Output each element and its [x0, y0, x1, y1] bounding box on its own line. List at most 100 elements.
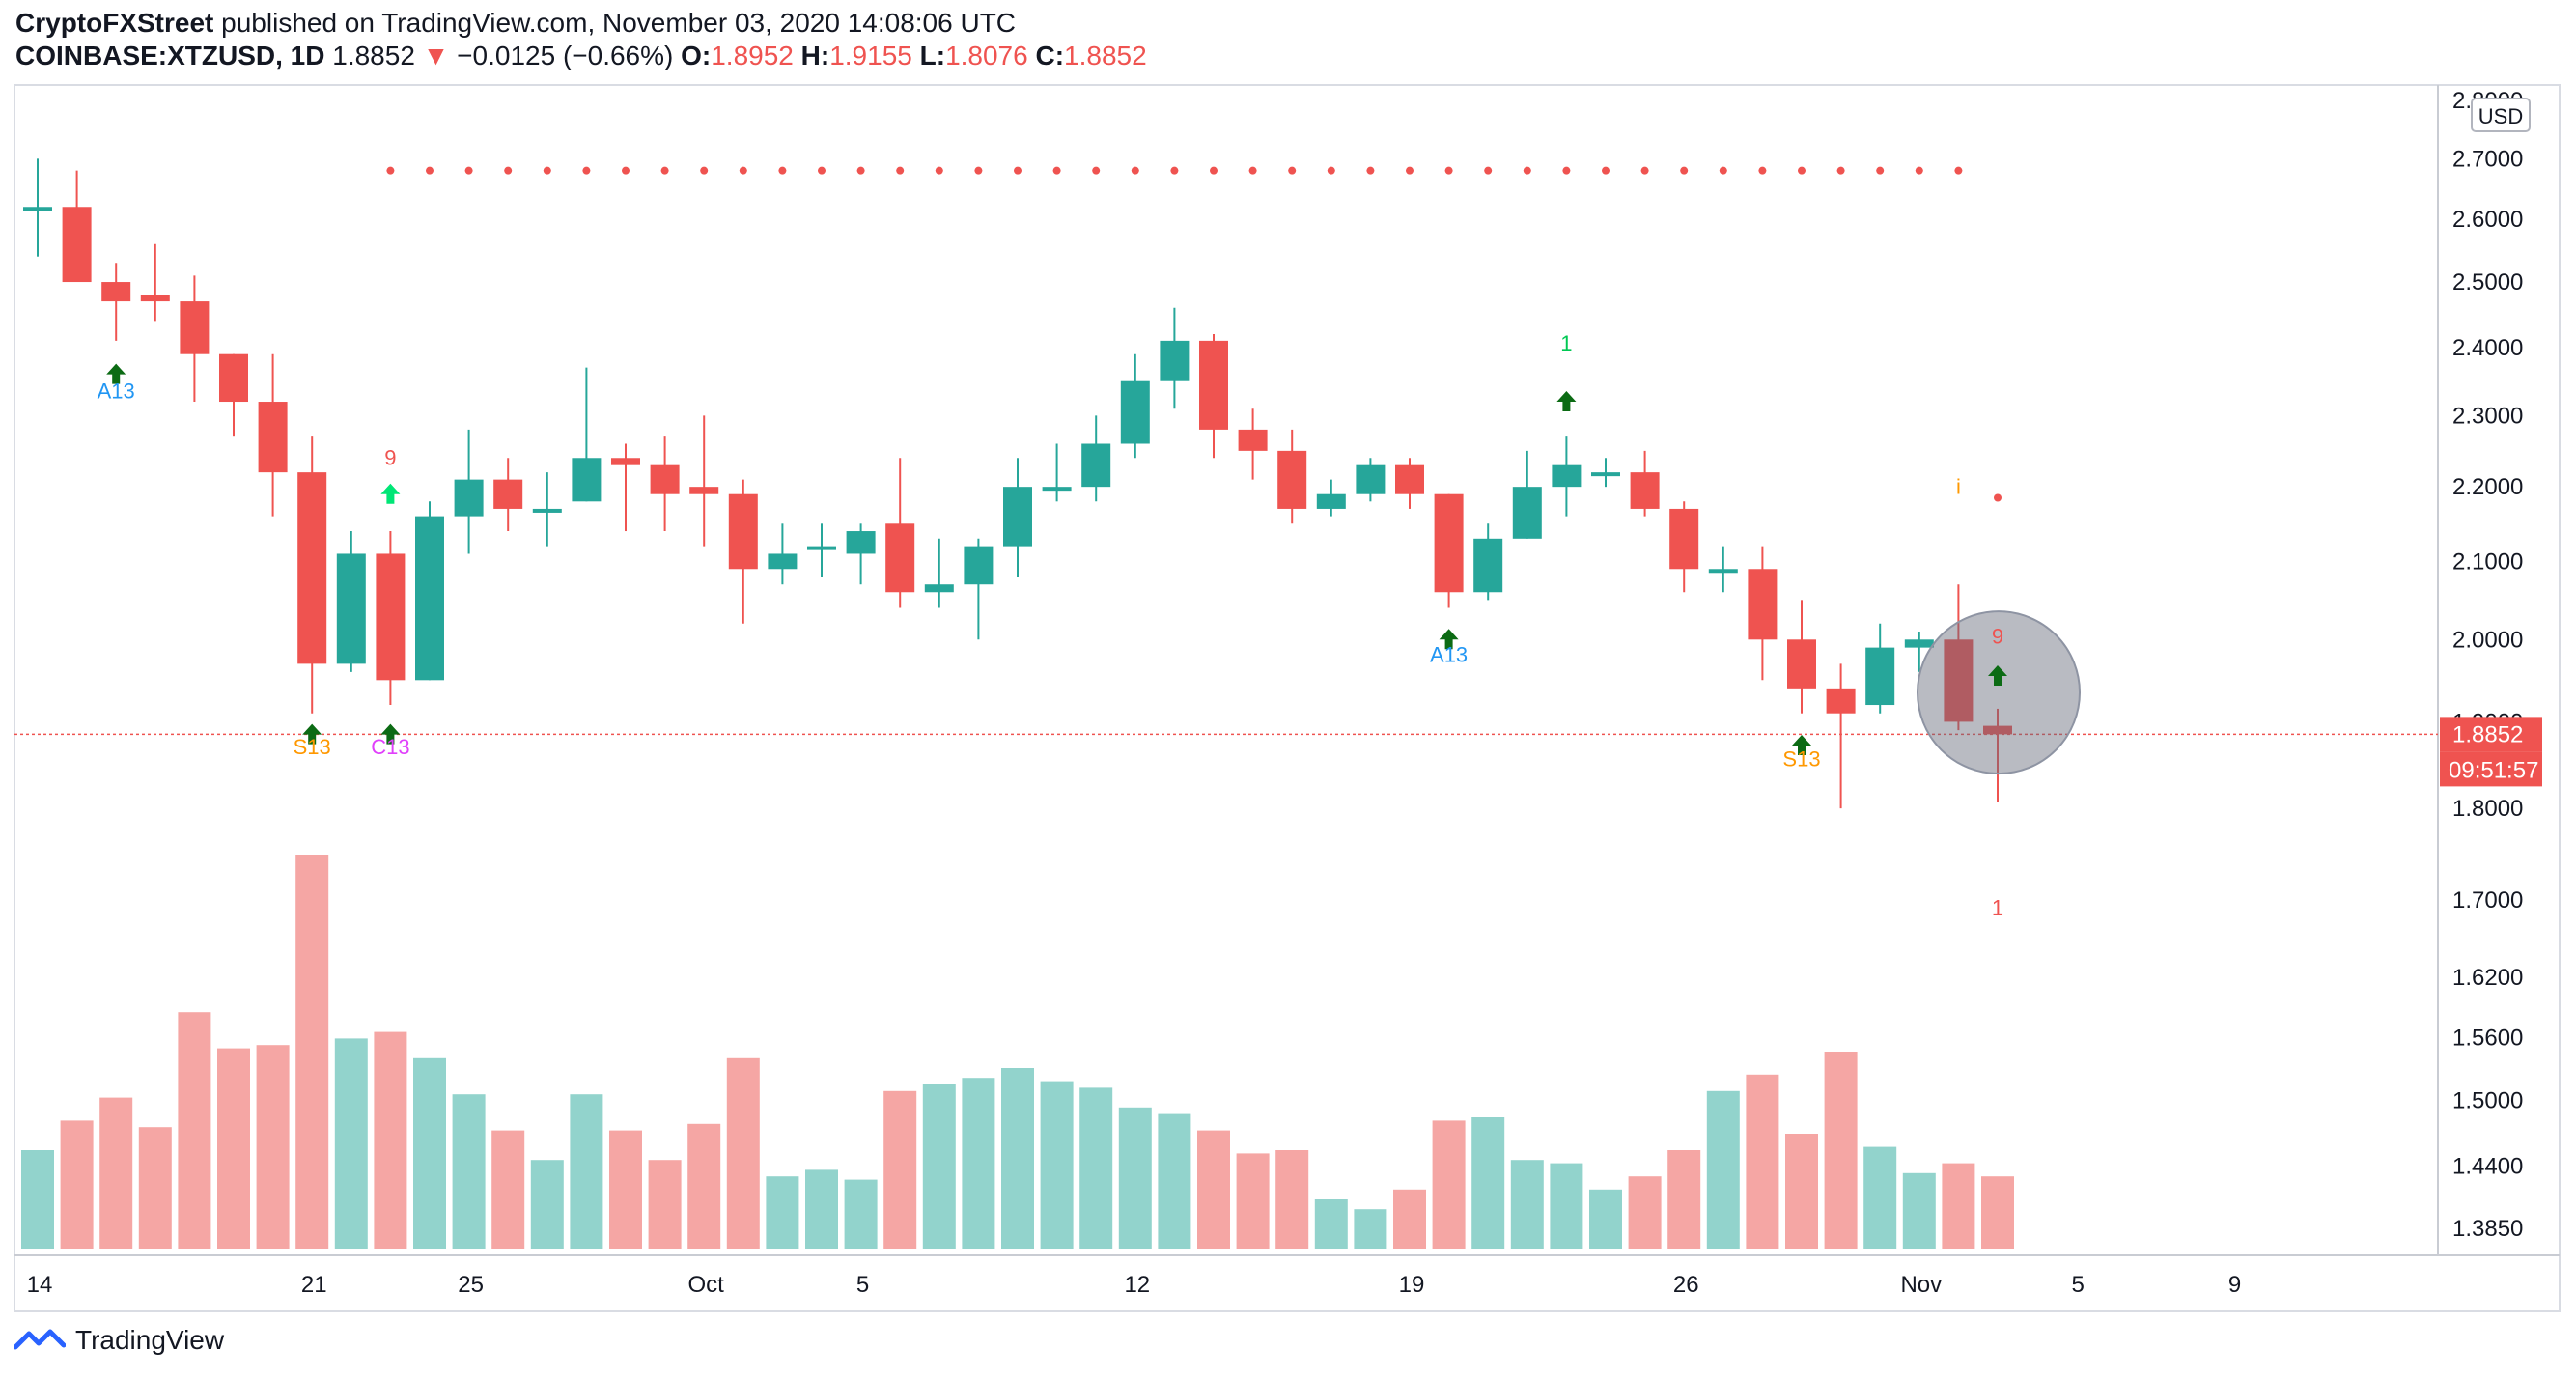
candle-body — [885, 523, 915, 593]
volume-bar — [178, 1012, 211, 1249]
volume-bar — [1432, 1120, 1466, 1249]
candle-up — [1512, 450, 1542, 539]
resistance-dot — [1248, 166, 1257, 175]
volume-bar — [1550, 1163, 1583, 1249]
volume-bar — [1079, 1087, 1113, 1249]
time-tick-label: 19 — [1399, 1272, 1425, 1298]
candle-body — [1473, 538, 1503, 593]
volume-bar — [1628, 1176, 1662, 1249]
candle-body — [376, 553, 406, 681]
volume-bar — [1001, 1068, 1034, 1249]
candle-body — [180, 301, 210, 354]
candle-body — [1552, 464, 1582, 488]
candle-body — [611, 458, 640, 465]
resistance-dot — [1327, 166, 1335, 175]
time-tick-label: Oct — [688, 1272, 725, 1298]
candle-body — [1708, 569, 1738, 574]
signal-dot — [1994, 493, 2002, 502]
signal-label: C13 — [371, 735, 409, 759]
candle-body — [1199, 340, 1228, 430]
candle-body — [807, 546, 836, 550]
publisher-name[interactable]: CryptoFXStreet — [15, 8, 214, 38]
candle-body — [219, 353, 248, 403]
publish-line: CryptoFXStreet published on TradingView.… — [15, 8, 1016, 39]
volume-bar — [256, 1045, 290, 1249]
volume-bar — [1785, 1134, 1818, 1249]
volume-bar — [1236, 1153, 1270, 1249]
candle-body — [1395, 464, 1424, 494]
candle-down — [611, 443, 640, 532]
volume-bar — [570, 1094, 603, 1249]
arrow-up-icon — [1439, 629, 1459, 650]
chart-frame — [14, 84, 2561, 1312]
resistance-dot — [1680, 166, 1689, 175]
down-triangle-icon: ▼ — [422, 41, 450, 70]
candle-up — [1591, 458, 1620, 488]
volume-bar — [21, 1150, 54, 1249]
arrow-up-icon — [1988, 665, 2007, 687]
volume-bar — [1902, 1172, 1936, 1249]
price-tick-label: 2.7000 — [2452, 146, 2523, 172]
candle-body — [1160, 340, 1190, 381]
candle-down — [258, 353, 288, 517]
candle-body — [1042, 487, 1072, 492]
candle-down — [1277, 429, 1307, 524]
tradingview-brand: TradingView — [75, 1325, 225, 1355]
candle-up — [572, 367, 602, 502]
resistance-dot — [426, 166, 434, 175]
volume-bar — [452, 1094, 486, 1249]
currency-label: USD — [2478, 104, 2523, 128]
countdown-badge — [2440, 751, 2542, 787]
candle-up — [1552, 436, 1582, 517]
time-tick-label: 5 — [856, 1272, 869, 1298]
price-tick-label: 2.5000 — [2452, 269, 2523, 296]
candle-down — [728, 479, 758, 624]
resistance-dot — [504, 166, 513, 175]
resistance-dot — [1562, 166, 1571, 175]
tradingview-logo-icon — [14, 1329, 66, 1350]
candle-down — [140, 243, 170, 322]
candle-body — [415, 516, 444, 681]
resistance-dot — [896, 166, 905, 175]
candle-down — [493, 458, 523, 532]
resistance-dot — [1444, 166, 1453, 175]
candle-body — [1630, 472, 1660, 509]
signal-label: S13 — [1782, 746, 1820, 771]
candle-body — [1081, 443, 1111, 488]
tradingview-footer[interactable]: TradingView — [14, 1325, 224, 1356]
resistance-dot — [1131, 166, 1139, 175]
candle-body — [140, 295, 170, 302]
volume-bar — [1824, 1052, 1858, 1249]
time-tick-label: 5 — [2072, 1272, 2085, 1298]
candle-body — [1826, 688, 1856, 714]
resistance-dot — [464, 166, 473, 175]
candle-down — [1669, 501, 1699, 593]
candles — [23, 158, 2012, 809]
resistance-dot — [1798, 166, 1806, 175]
candle-body — [964, 546, 994, 585]
candle-down — [885, 458, 915, 608]
arrow-up-icon — [106, 363, 126, 384]
candle-down — [1748, 546, 1778, 681]
volume-bar — [1942, 1163, 1975, 1249]
candle-down — [1395, 458, 1424, 509]
signal-label: A13 — [98, 379, 135, 403]
volume-bar — [60, 1120, 94, 1249]
signal-label: S13 — [294, 735, 331, 759]
resistance-dots — [386, 166, 1963, 175]
candle-down — [1944, 584, 1974, 731]
resistance-dot — [935, 166, 943, 175]
candle-body — [297, 472, 327, 664]
candle-body — [689, 487, 719, 494]
candle-body — [924, 584, 954, 593]
open-label: O: — [681, 41, 712, 70]
candle-body — [1512, 487, 1542, 539]
last-price: 1.8852 — [332, 41, 415, 70]
price-change: −0.0125 (−0.66%) — [457, 41, 674, 70]
candle-body — [1434, 493, 1464, 593]
volume-bar — [1510, 1160, 1544, 1249]
candle-down — [1238, 408, 1268, 480]
currency-badge[interactable]: USD — [2471, 98, 2531, 132]
low-label: L: — [919, 41, 946, 70]
